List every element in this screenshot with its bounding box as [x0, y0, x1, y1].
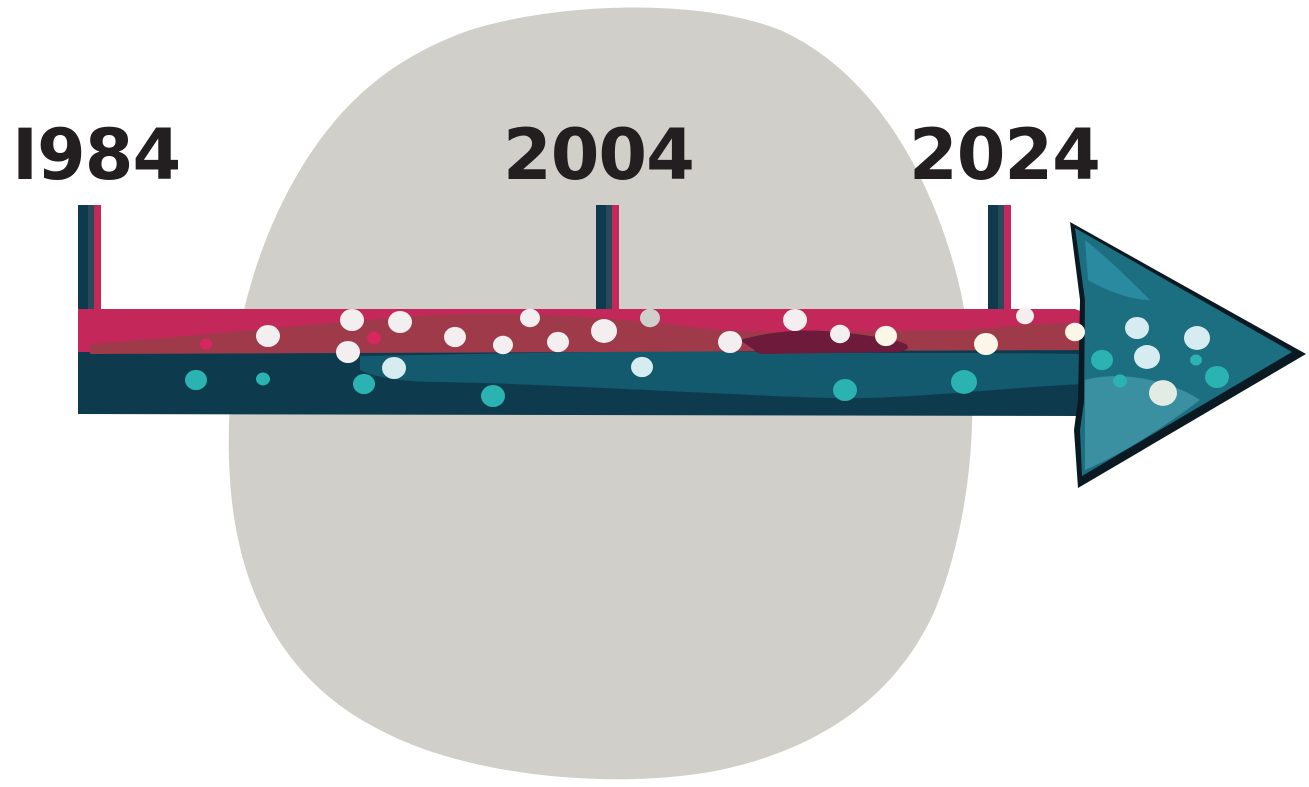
year-label-1984: I984 [12, 114, 181, 196]
decor-dot [185, 369, 207, 391]
tick-post-2 [596, 205, 619, 310]
decor-dot [1016, 307, 1034, 325]
decor-dot [336, 340, 360, 364]
decor-dot [974, 332, 998, 356]
decor-dot [951, 370, 977, 394]
decor-dot [875, 325, 897, 347]
decor-dot [1205, 365, 1229, 389]
decor-dot [200, 338, 212, 350]
decor-dot [640, 308, 660, 328]
dots-layer [185, 307, 1229, 408]
decor-dot [718, 330, 742, 354]
decor-dot [340, 308, 364, 332]
decor-dot [256, 372, 270, 386]
decor-dot [547, 331, 569, 353]
decor-dot [1113, 374, 1127, 388]
arrow-shaft-bottom-mid [360, 351, 1082, 399]
decor-dot [1125, 316, 1149, 340]
decor-dot [382, 356, 406, 380]
decor-dot [1134, 345, 1160, 369]
decor-dot [481, 384, 505, 408]
decor-dot [631, 356, 653, 378]
tick-post-1 [78, 205, 101, 310]
decor-dot [493, 335, 513, 355]
decor-dot [833, 378, 857, 402]
year-label-2004: 2004 [503, 114, 695, 196]
decor-dot [591, 319, 617, 343]
arrow-head-streak [1085, 240, 1150, 300]
decor-dot [256, 324, 280, 348]
decor-dot [1184, 326, 1210, 350]
tick-post-3 [988, 205, 1011, 310]
decor-dot [1065, 322, 1085, 342]
decor-dot [520, 308, 540, 328]
decor-dot [1149, 380, 1177, 406]
decor-dot [783, 308, 807, 332]
decor-dot [1091, 349, 1113, 371]
decor-dot [444, 326, 466, 348]
decor-dot [1190, 354, 1202, 366]
decor-dot [388, 310, 412, 334]
arrow-shaft-top-deep [740, 330, 909, 354]
year-label-2024: 2024 [909, 114, 1101, 196]
decor-dot [830, 324, 850, 344]
decor-dot [367, 331, 381, 345]
decor-dot [353, 373, 375, 395]
